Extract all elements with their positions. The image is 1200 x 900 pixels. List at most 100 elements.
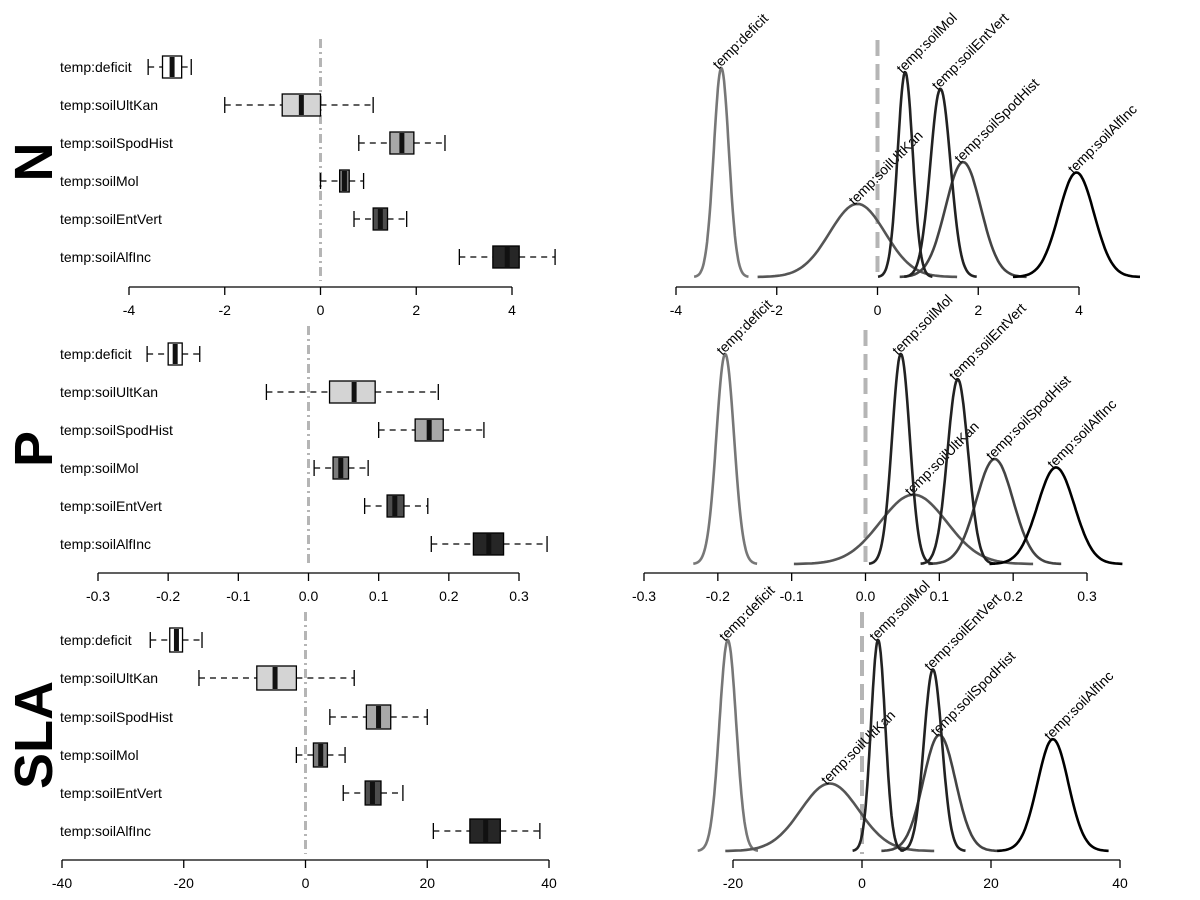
row-label: temp:soilMol — [60, 460, 139, 476]
box-row: temp:soilUltKan — [60, 93, 374, 117]
panel-title: N — [4, 143, 64, 182]
x-tick-label: -4 — [670, 302, 683, 318]
row-label: temp:deficit — [60, 346, 132, 362]
x-tick-label: -2 — [219, 302, 232, 318]
box-row: temp:soilUltKan — [60, 665, 355, 691]
row-label: temp:soilAlfInc — [60, 249, 151, 265]
x-tick-label: 0 — [874, 302, 882, 318]
row-label: temp:soilMol — [60, 173, 139, 189]
box-row: temp:soilAlfInc — [60, 532, 548, 556]
density-panel-sla: temp:deficittemp:soilUltKantemp:soilSpod… — [697, 577, 1128, 891]
density-curve — [899, 160, 1027, 279]
x-tick-label: -0.2 — [156, 588, 180, 604]
density-curve — [697, 638, 759, 852]
box-row: temp:soilSpodHist — [60, 704, 428, 730]
panel-title-group: N — [4, 143, 64, 182]
density-curve-label: temp:deficit — [709, 10, 771, 72]
x-tick-label: -0.3 — [632, 588, 656, 604]
density-curve-label: temp:deficit — [713, 296, 775, 358]
x-tick-label: 0.3 — [1077, 588, 1097, 604]
box-row: temp:deficit — [60, 627, 203, 653]
density-curve — [903, 87, 978, 278]
row-label: temp:soilMol — [60, 747, 139, 763]
density-curve-label: temp:soilAlfInc — [1064, 101, 1140, 177]
x-tick-label: -4 — [123, 302, 136, 318]
density-curve-label: temp:soilEntVert — [946, 300, 1029, 383]
density-curve-label: temp:soilSpodHist — [951, 75, 1042, 166]
x-tick-label: 20 — [983, 875, 999, 891]
box-row: temp:soilMol — [60, 742, 346, 768]
x-tick-label: 0.2 — [1003, 588, 1023, 604]
box-row: temp:deficit — [60, 342, 201, 366]
row-label: temp:soilEntVert — [60, 785, 162, 801]
row-label: temp:soilEntVert — [60, 211, 162, 227]
density-curve-label: temp:soilAlfInc — [1041, 668, 1117, 744]
density-curve — [868, 352, 934, 565]
x-tick-label: 0 — [858, 875, 866, 891]
density-curve-label: temp:soilAlfInc — [1044, 396, 1120, 472]
density-curve — [899, 668, 966, 852]
x-tick-label: 2 — [412, 302, 420, 318]
box-row: temp:soilSpodHist — [60, 418, 485, 442]
box-row: temp:soilEntVert — [60, 207, 408, 231]
density-curve — [851, 638, 905, 852]
panel-title: SLA — [4, 681, 64, 789]
box-row: temp:soilEntVert — [60, 494, 429, 518]
row-label: temp:deficit — [60, 59, 132, 75]
x-tick-label: 0 — [317, 302, 325, 318]
density-curve — [692, 352, 758, 565]
density-curve-label: temp:soilMol — [889, 291, 956, 358]
box-row: temp:soilMol — [60, 456, 369, 480]
x-tick-label: 4 — [1075, 302, 1083, 318]
x-tick-label: -0.2 — [706, 588, 730, 604]
row-label: temp:soilSpodHist — [60, 709, 173, 725]
density-curve — [1013, 171, 1140, 279]
x-tick-label: 0.3 — [509, 588, 529, 604]
box-row: temp:soilMol — [60, 169, 365, 193]
x-tick-label: 40 — [541, 875, 557, 891]
density-panel-n: temp:deficittemp:soilUltKantemp:soilSpod… — [670, 9, 1140, 318]
x-tick-label: -0.1 — [226, 588, 250, 604]
density-curve — [881, 733, 998, 853]
x-tick-label: 4 — [508, 302, 516, 318]
panel-title-group: SLA — [4, 681, 64, 789]
row-label: temp:soilAlfInc — [60, 536, 151, 552]
density-curve — [757, 202, 958, 279]
x-tick-label: 0 — [302, 875, 310, 891]
x-tick-label: -2 — [771, 302, 784, 318]
x-tick-label: -0.1 — [780, 588, 804, 604]
box-row: temp:soilAlfInc — [60, 245, 556, 269]
row-label: temp:soilSpodHist — [60, 422, 173, 438]
row-label: temp:soilUltKan — [60, 97, 158, 113]
x-tick-label: 0.1 — [930, 588, 950, 604]
x-tick-label: 40 — [1112, 875, 1128, 891]
x-tick-label: 0.1 — [369, 588, 389, 604]
box-row: temp:soilEntVert — [60, 780, 404, 806]
box-row: temp:soilUltKan — [60, 380, 439, 404]
row-label: temp:soilEntVert — [60, 498, 162, 514]
density-curve — [928, 457, 1062, 566]
density-curve-label: temp:soilMol — [866, 577, 933, 644]
x-tick-label: 20 — [419, 875, 435, 891]
density-curve — [877, 70, 934, 278]
x-tick-label: -0.3 — [86, 588, 110, 604]
x-tick-label: -40 — [52, 875, 72, 891]
x-tick-label: 0.0 — [299, 588, 319, 604]
x-tick-label: -20 — [174, 875, 194, 891]
density-curve — [997, 737, 1109, 853]
x-tick-label: -20 — [723, 875, 743, 891]
x-tick-label: 2 — [974, 302, 982, 318]
x-tick-label: 0.2 — [439, 588, 459, 604]
box-row: temp:soilAlfInc — [60, 818, 541, 844]
density-curve — [989, 466, 1123, 566]
row-label: temp:soilUltKan — [60, 670, 158, 686]
density-curve — [920, 377, 996, 565]
box-row: temp:soilSpodHist — [60, 131, 446, 155]
box-row: temp:deficit — [60, 55, 192, 79]
row-label: temp:soilUltKan — [60, 384, 158, 400]
boxplot-panel-sla: SLA temp:deficit temp:soilUltKan temp:soilS… — [4, 612, 557, 891]
